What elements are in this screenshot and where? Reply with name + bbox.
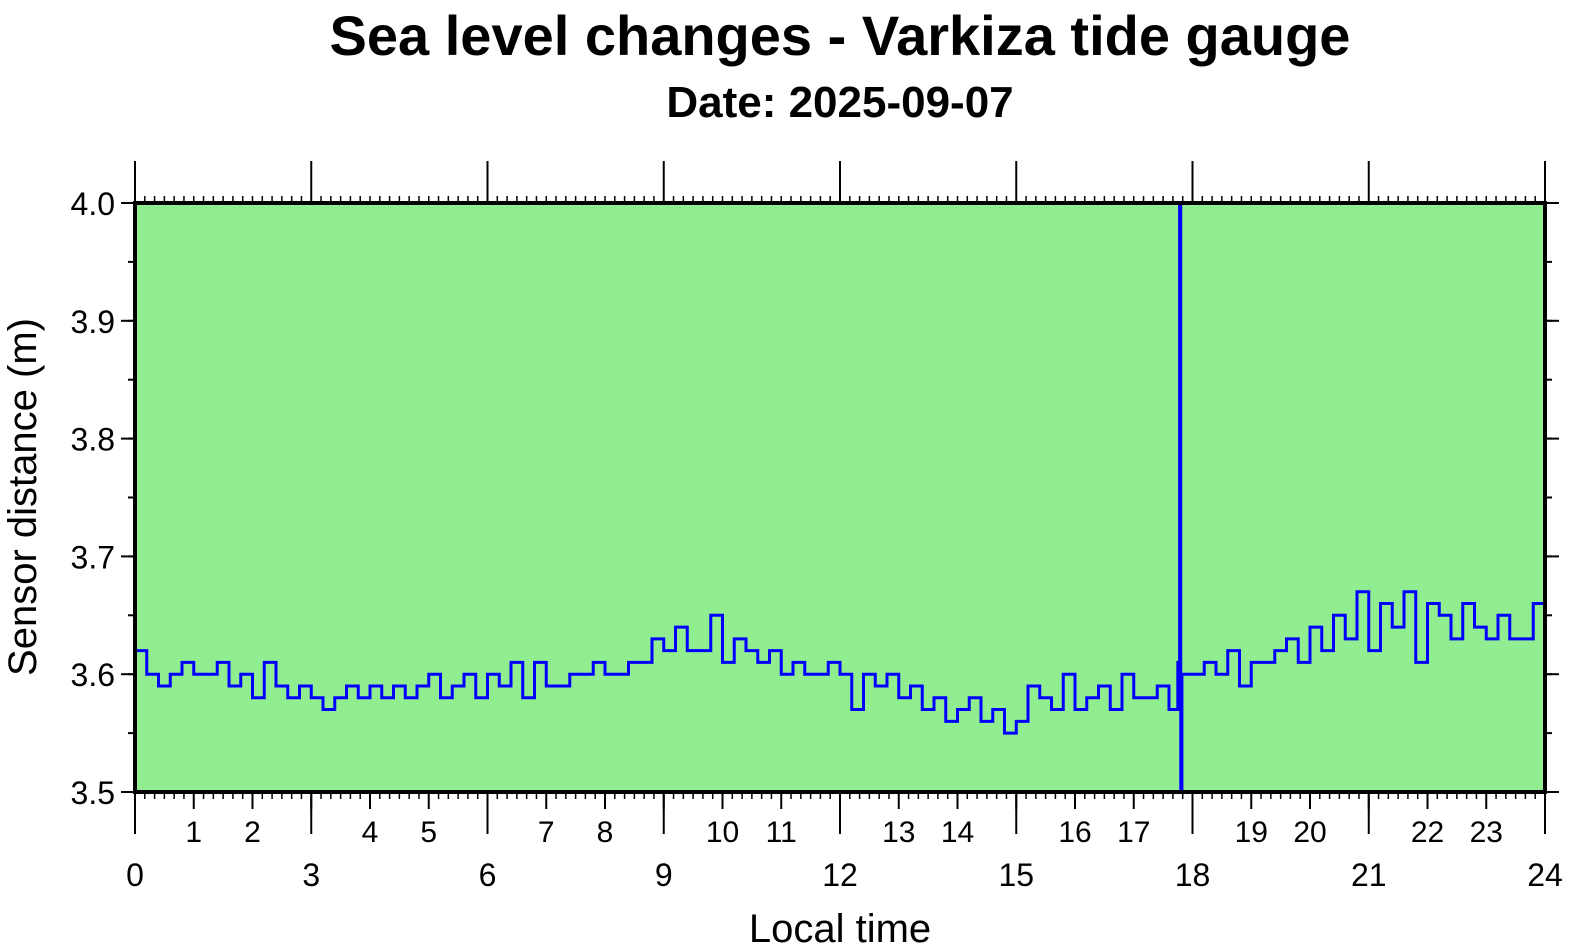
x-minor-tick-label: 19	[1235, 816, 1268, 849]
x-axis-label: Local time	[749, 907, 931, 950]
chart-title: Sea level changes - Varkiza tide gauge	[330, 4, 1351, 67]
x-minor-tick-label: 8	[597, 816, 614, 849]
x-major-tick-label: 0	[126, 857, 144, 893]
x-minor-tick-label: 20	[1293, 816, 1326, 849]
y-tick-label: 4.0	[71, 186, 115, 222]
plot-area	[135, 203, 1545, 792]
plot-frame	[133, 201, 1547, 794]
x-minor-tick-label: 16	[1058, 816, 1091, 849]
chart-subtitle: Date: 2025-09-07	[666, 78, 1013, 127]
tick-labels: 0 3 6 9 12 15 18 21 241 2 4 5 7 8 10 11 13 14 16 17 19 20 22 23…	[71, 186, 1563, 893]
x-minor-tick-label: 2	[244, 816, 261, 849]
y-tick-label: 3.9	[71, 304, 115, 340]
x-minor-tick-label: 23	[1470, 816, 1503, 849]
x-major-tick-label: 24	[1527, 857, 1563, 893]
x-minor-tick-label: 4	[362, 816, 379, 849]
x-minor-tick-label: 7	[538, 816, 555, 849]
x-minor-tick-label: 17	[1117, 816, 1150, 849]
x-minor-tick-label: 13	[882, 816, 915, 849]
y-tick-label: 3.8	[71, 422, 115, 458]
series-line	[135, 201, 1547, 794]
x-major-tick-label: 21	[1351, 857, 1387, 893]
y-tick-label: 3.7	[71, 539, 115, 575]
x-major-tick-label: 9	[655, 857, 673, 893]
x-minor-tick-label: 1	[185, 816, 202, 849]
y-tick-label: 3.5	[71, 775, 115, 811]
x-minor-tick-label: 22	[1411, 816, 1444, 849]
y-axis-label: Sensor distance (m)	[1, 318, 45, 676]
x-minor-tick-label: 11	[766, 816, 797, 849]
x-major-tick-label: 6	[479, 857, 497, 893]
x-major-tick-label: 3	[302, 857, 320, 893]
x-major-tick-label: 15	[998, 857, 1034, 893]
x-minor-tick-label: 5	[420, 816, 437, 849]
x-minor-tick-label: 14	[941, 816, 974, 849]
x-major-tick-label: 12	[822, 857, 858, 893]
x-major-tick-label: 18	[1175, 857, 1211, 893]
y-tick-label: 3.6	[71, 657, 115, 693]
x-minor-tick-label: 10	[706, 816, 739, 849]
